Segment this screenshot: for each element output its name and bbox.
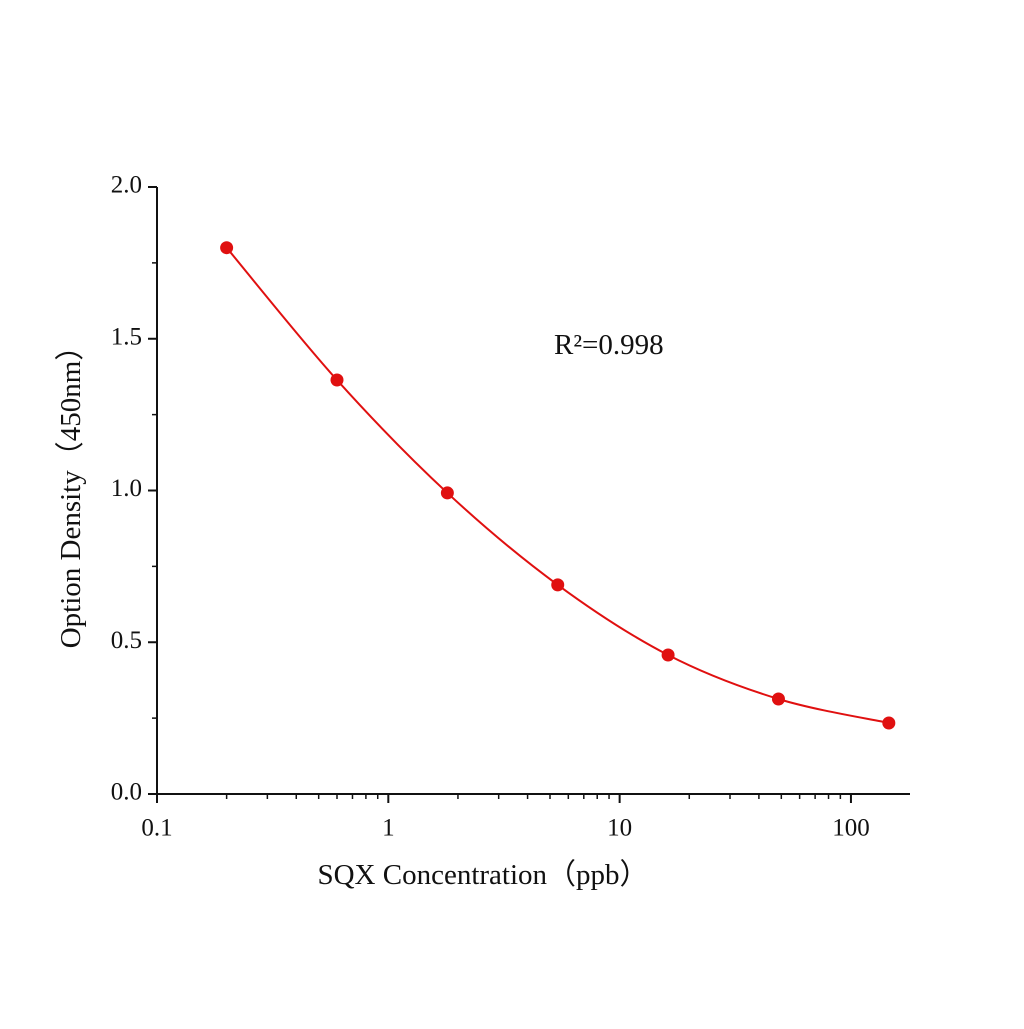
x-tick-label: 100 xyxy=(832,815,870,842)
x-tick-label: 0.1 xyxy=(141,815,172,842)
y-tick-label: 1.5 xyxy=(111,323,142,350)
y-tick-label: 0.0 xyxy=(111,779,142,806)
point xyxy=(551,578,565,592)
point xyxy=(220,241,234,255)
y-tick-label: 1.0 xyxy=(111,475,142,502)
y-tick-label: 0.5 xyxy=(111,627,142,654)
point xyxy=(661,648,675,662)
y-axis-title: Option Density（450nm） xyxy=(55,332,87,649)
point xyxy=(330,373,344,387)
point xyxy=(771,692,785,706)
line xyxy=(225,247,890,724)
y-tick-label: 2.0 xyxy=(111,172,142,199)
point xyxy=(882,716,896,730)
point xyxy=(440,486,454,500)
x-tick-label: 10 xyxy=(607,815,632,842)
x-tick-label: 1 xyxy=(382,815,395,842)
annotation: R²=0.998 xyxy=(554,329,664,361)
x-axis-title: SQX Concentration（ppb） xyxy=(317,859,648,891)
